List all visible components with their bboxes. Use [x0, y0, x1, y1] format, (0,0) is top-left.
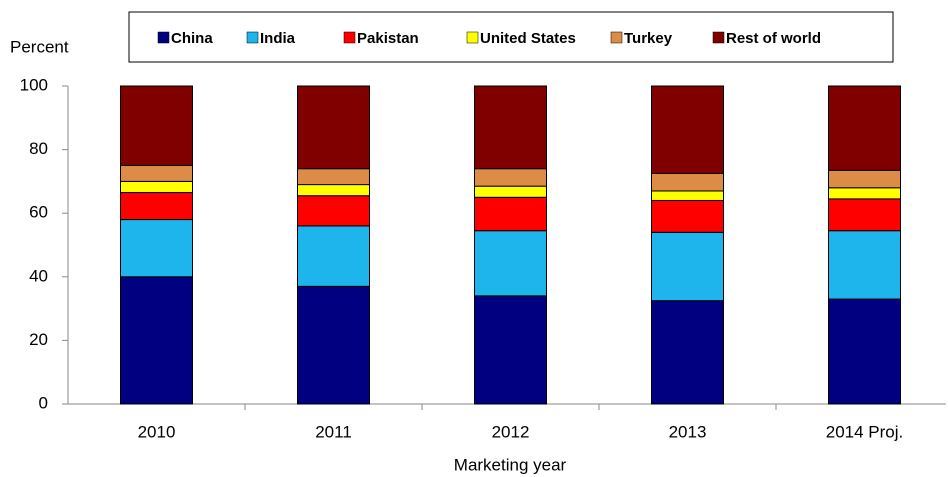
bar-segment: [474, 230, 547, 297]
legend-swatch: [246, 31, 259, 44]
bar-segment: [297, 85, 370, 170]
legend-label: United States: [480, 30, 576, 47]
legend-swatch: [157, 31, 170, 44]
y-axis-label: Percent: [10, 37, 69, 56]
bar-segment: [297, 285, 370, 405]
bar-segment: [828, 169, 901, 189]
x-tick-label: 2014 Proj.: [826, 422, 904, 441]
legend-swatch: [610, 31, 623, 44]
bar-segment: [828, 85, 901, 171]
y-tick-label: 80: [29, 139, 48, 158]
bar-segment: [297, 184, 370, 197]
bar-segment: [828, 298, 901, 405]
bar-segment: [651, 172, 724, 192]
bar-segment: [651, 190, 724, 201]
bar-segment: [120, 85, 193, 166]
x-tick-label: 2012: [492, 422, 530, 441]
bar-segment: [651, 300, 724, 405]
legend-label: China: [171, 30, 213, 47]
legend-swatch: [712, 31, 725, 44]
bar-segment: [474, 85, 547, 170]
x-tick-label: 2011: [315, 422, 352, 441]
bar-segment: [120, 219, 193, 278]
y-tick-label: 40: [29, 266, 48, 285]
bar-segment: [651, 231, 724, 302]
legend-swatch: [466, 31, 479, 44]
x-tick-label: 2013: [669, 422, 707, 441]
bar-segment: [120, 180, 193, 194]
bar-segment: [297, 168, 370, 186]
bar-segment: [828, 198, 901, 232]
x-axis-label: Marketing year: [454, 455, 567, 474]
x-tick-label: 2010: [138, 422, 176, 441]
legend-swatch: [343, 31, 356, 44]
bar-segment: [120, 165, 193, 182]
bar-segment: [474, 185, 547, 198]
bar-segment: [120, 276, 193, 405]
bar-segment: [651, 85, 724, 174]
bar-segment: [474, 196, 547, 232]
y-tick-label: 0: [39, 393, 48, 412]
bar-segment: [651, 199, 724, 233]
y-tick-label: 20: [29, 330, 48, 349]
y-tick-label: 60: [29, 203, 48, 222]
bar-segment: [474, 168, 547, 187]
legend-label: Rest of world: [726, 30, 821, 47]
legend-label: Pakistan: [357, 30, 419, 47]
bar-segment: [828, 230, 901, 300]
y-tick-label: 100: [20, 75, 48, 94]
bar-segment: [297, 195, 370, 227]
legend-label: Turkey: [624, 30, 673, 47]
bar-segment: [297, 225, 370, 287]
bar-segment: [474, 295, 547, 405]
legend-label: India: [260, 30, 296, 47]
bar-segment: [828, 187, 901, 200]
bar-segment: [120, 192, 193, 221]
